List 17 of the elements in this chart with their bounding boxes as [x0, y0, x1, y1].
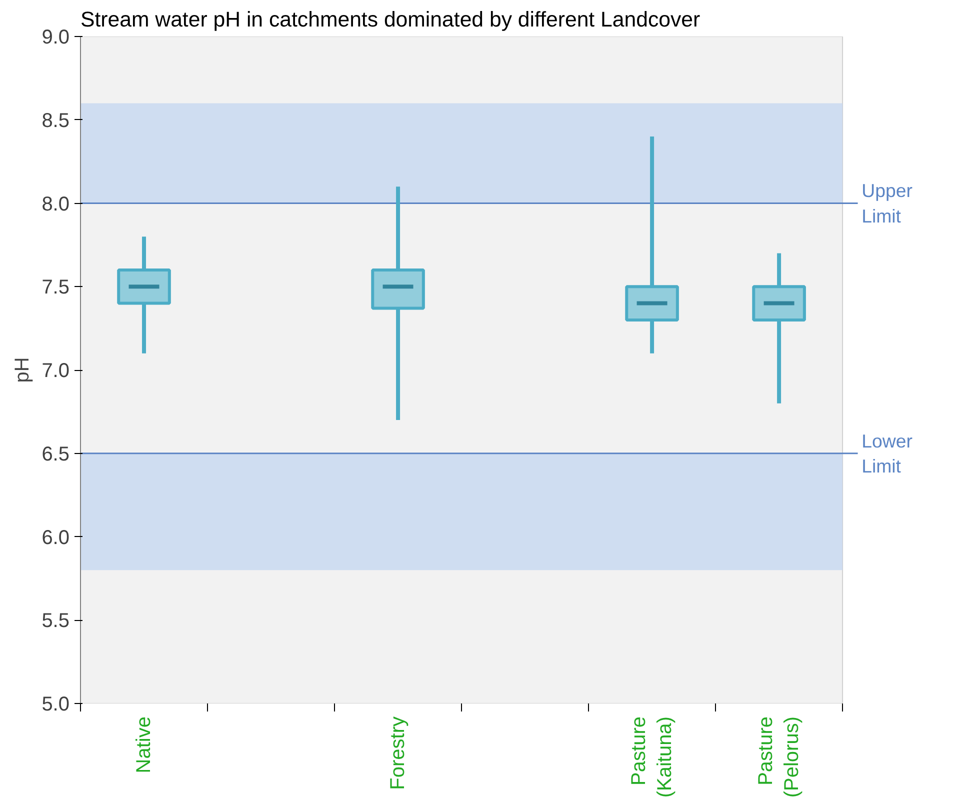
y-tick-label: 5.5 [42, 610, 70, 632]
y-tick-label: 6.5 [42, 443, 70, 466]
x-tick-label: Native [133, 716, 156, 774]
y-tick-label: 8.5 [42, 110, 70, 132]
chart-title: Stream water pH in catchments dominated by different Landcover [80, 8, 700, 32]
ref-line-label: Lower Limit [862, 430, 912, 476]
ref-line-label: Upper Limit [862, 180, 912, 226]
y-tick-label: 8.0 [42, 193, 70, 216]
y-tick-label: 7.5 [42, 276, 70, 299]
x-tick-label: Pasture (Kaituna) [628, 716, 676, 798]
y-axis-title: pH [12, 357, 34, 383]
y-tick-label: 7.0 [42, 360, 70, 382]
x-tick-label: Pasture (Pelorus) [754, 716, 804, 798]
y-tick-label: 5.0 [42, 694, 70, 716]
x-tick-label: Forestry [387, 716, 410, 790]
y-tick-label: 6.0 [42, 526, 70, 549]
y-tick-label: 9.0 [42, 26, 70, 48]
